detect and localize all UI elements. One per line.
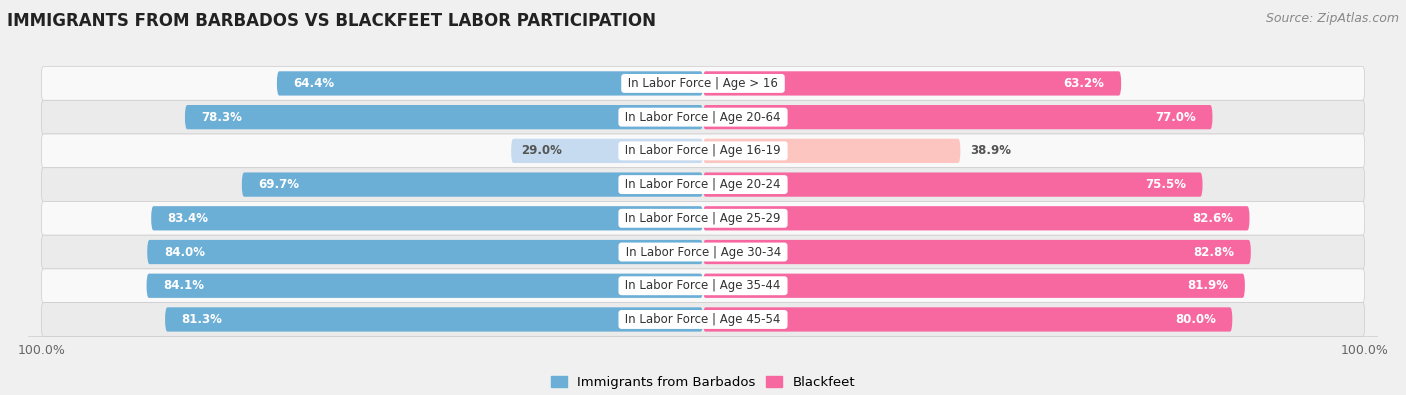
Text: In Labor Force | Age 25-29: In Labor Force | Age 25-29 <box>621 212 785 225</box>
FancyBboxPatch shape <box>41 235 1365 269</box>
Text: In Labor Force | Age 45-54: In Labor Force | Age 45-54 <box>621 313 785 326</box>
FancyBboxPatch shape <box>41 269 1365 303</box>
FancyBboxPatch shape <box>703 173 1202 197</box>
Text: 80.0%: 80.0% <box>1175 313 1216 326</box>
FancyBboxPatch shape <box>41 303 1365 336</box>
FancyBboxPatch shape <box>703 71 1121 96</box>
FancyBboxPatch shape <box>703 206 1250 230</box>
FancyBboxPatch shape <box>165 307 703 332</box>
Text: 78.3%: 78.3% <box>201 111 242 124</box>
Text: 81.3%: 81.3% <box>181 313 222 326</box>
Text: 83.4%: 83.4% <box>167 212 208 225</box>
Text: 29.0%: 29.0% <box>522 144 562 157</box>
FancyBboxPatch shape <box>277 71 703 96</box>
Text: In Labor Force | Age > 16: In Labor Force | Age > 16 <box>624 77 782 90</box>
Text: 63.2%: 63.2% <box>1064 77 1105 90</box>
FancyBboxPatch shape <box>703 274 1244 298</box>
FancyBboxPatch shape <box>41 201 1365 235</box>
FancyBboxPatch shape <box>242 173 703 197</box>
Text: 84.1%: 84.1% <box>163 279 204 292</box>
Text: 38.9%: 38.9% <box>970 144 1011 157</box>
Text: In Labor Force | Age 30-34: In Labor Force | Age 30-34 <box>621 246 785 259</box>
Text: In Labor Force | Age 16-19: In Labor Force | Age 16-19 <box>621 144 785 157</box>
FancyBboxPatch shape <box>146 274 703 298</box>
Text: 75.5%: 75.5% <box>1144 178 1187 191</box>
Text: 64.4%: 64.4% <box>294 77 335 90</box>
Text: 84.0%: 84.0% <box>163 246 205 259</box>
Text: IMMIGRANTS FROM BARBADOS VS BLACKFEET LABOR PARTICIPATION: IMMIGRANTS FROM BARBADOS VS BLACKFEET LA… <box>7 12 657 30</box>
Text: 81.9%: 81.9% <box>1187 279 1229 292</box>
FancyBboxPatch shape <box>41 100 1365 134</box>
FancyBboxPatch shape <box>703 240 1251 264</box>
Text: In Labor Force | Age 20-24: In Labor Force | Age 20-24 <box>621 178 785 191</box>
FancyBboxPatch shape <box>41 168 1365 201</box>
FancyBboxPatch shape <box>186 105 703 129</box>
FancyBboxPatch shape <box>41 67 1365 100</box>
FancyBboxPatch shape <box>152 206 703 230</box>
Text: Source: ZipAtlas.com: Source: ZipAtlas.com <box>1265 12 1399 25</box>
FancyBboxPatch shape <box>703 307 1232 332</box>
Text: In Labor Force | Age 35-44: In Labor Force | Age 35-44 <box>621 279 785 292</box>
FancyBboxPatch shape <box>703 139 960 163</box>
Legend: Immigrants from Barbados, Blackfeet: Immigrants from Barbados, Blackfeet <box>546 371 860 394</box>
FancyBboxPatch shape <box>703 105 1212 129</box>
FancyBboxPatch shape <box>148 240 703 264</box>
Text: In Labor Force | Age 20-64: In Labor Force | Age 20-64 <box>621 111 785 124</box>
Text: 82.8%: 82.8% <box>1194 246 1234 259</box>
FancyBboxPatch shape <box>41 134 1365 168</box>
Text: 82.6%: 82.6% <box>1192 212 1233 225</box>
Text: 69.7%: 69.7% <box>259 178 299 191</box>
FancyBboxPatch shape <box>512 139 703 163</box>
Text: 77.0%: 77.0% <box>1156 111 1197 124</box>
